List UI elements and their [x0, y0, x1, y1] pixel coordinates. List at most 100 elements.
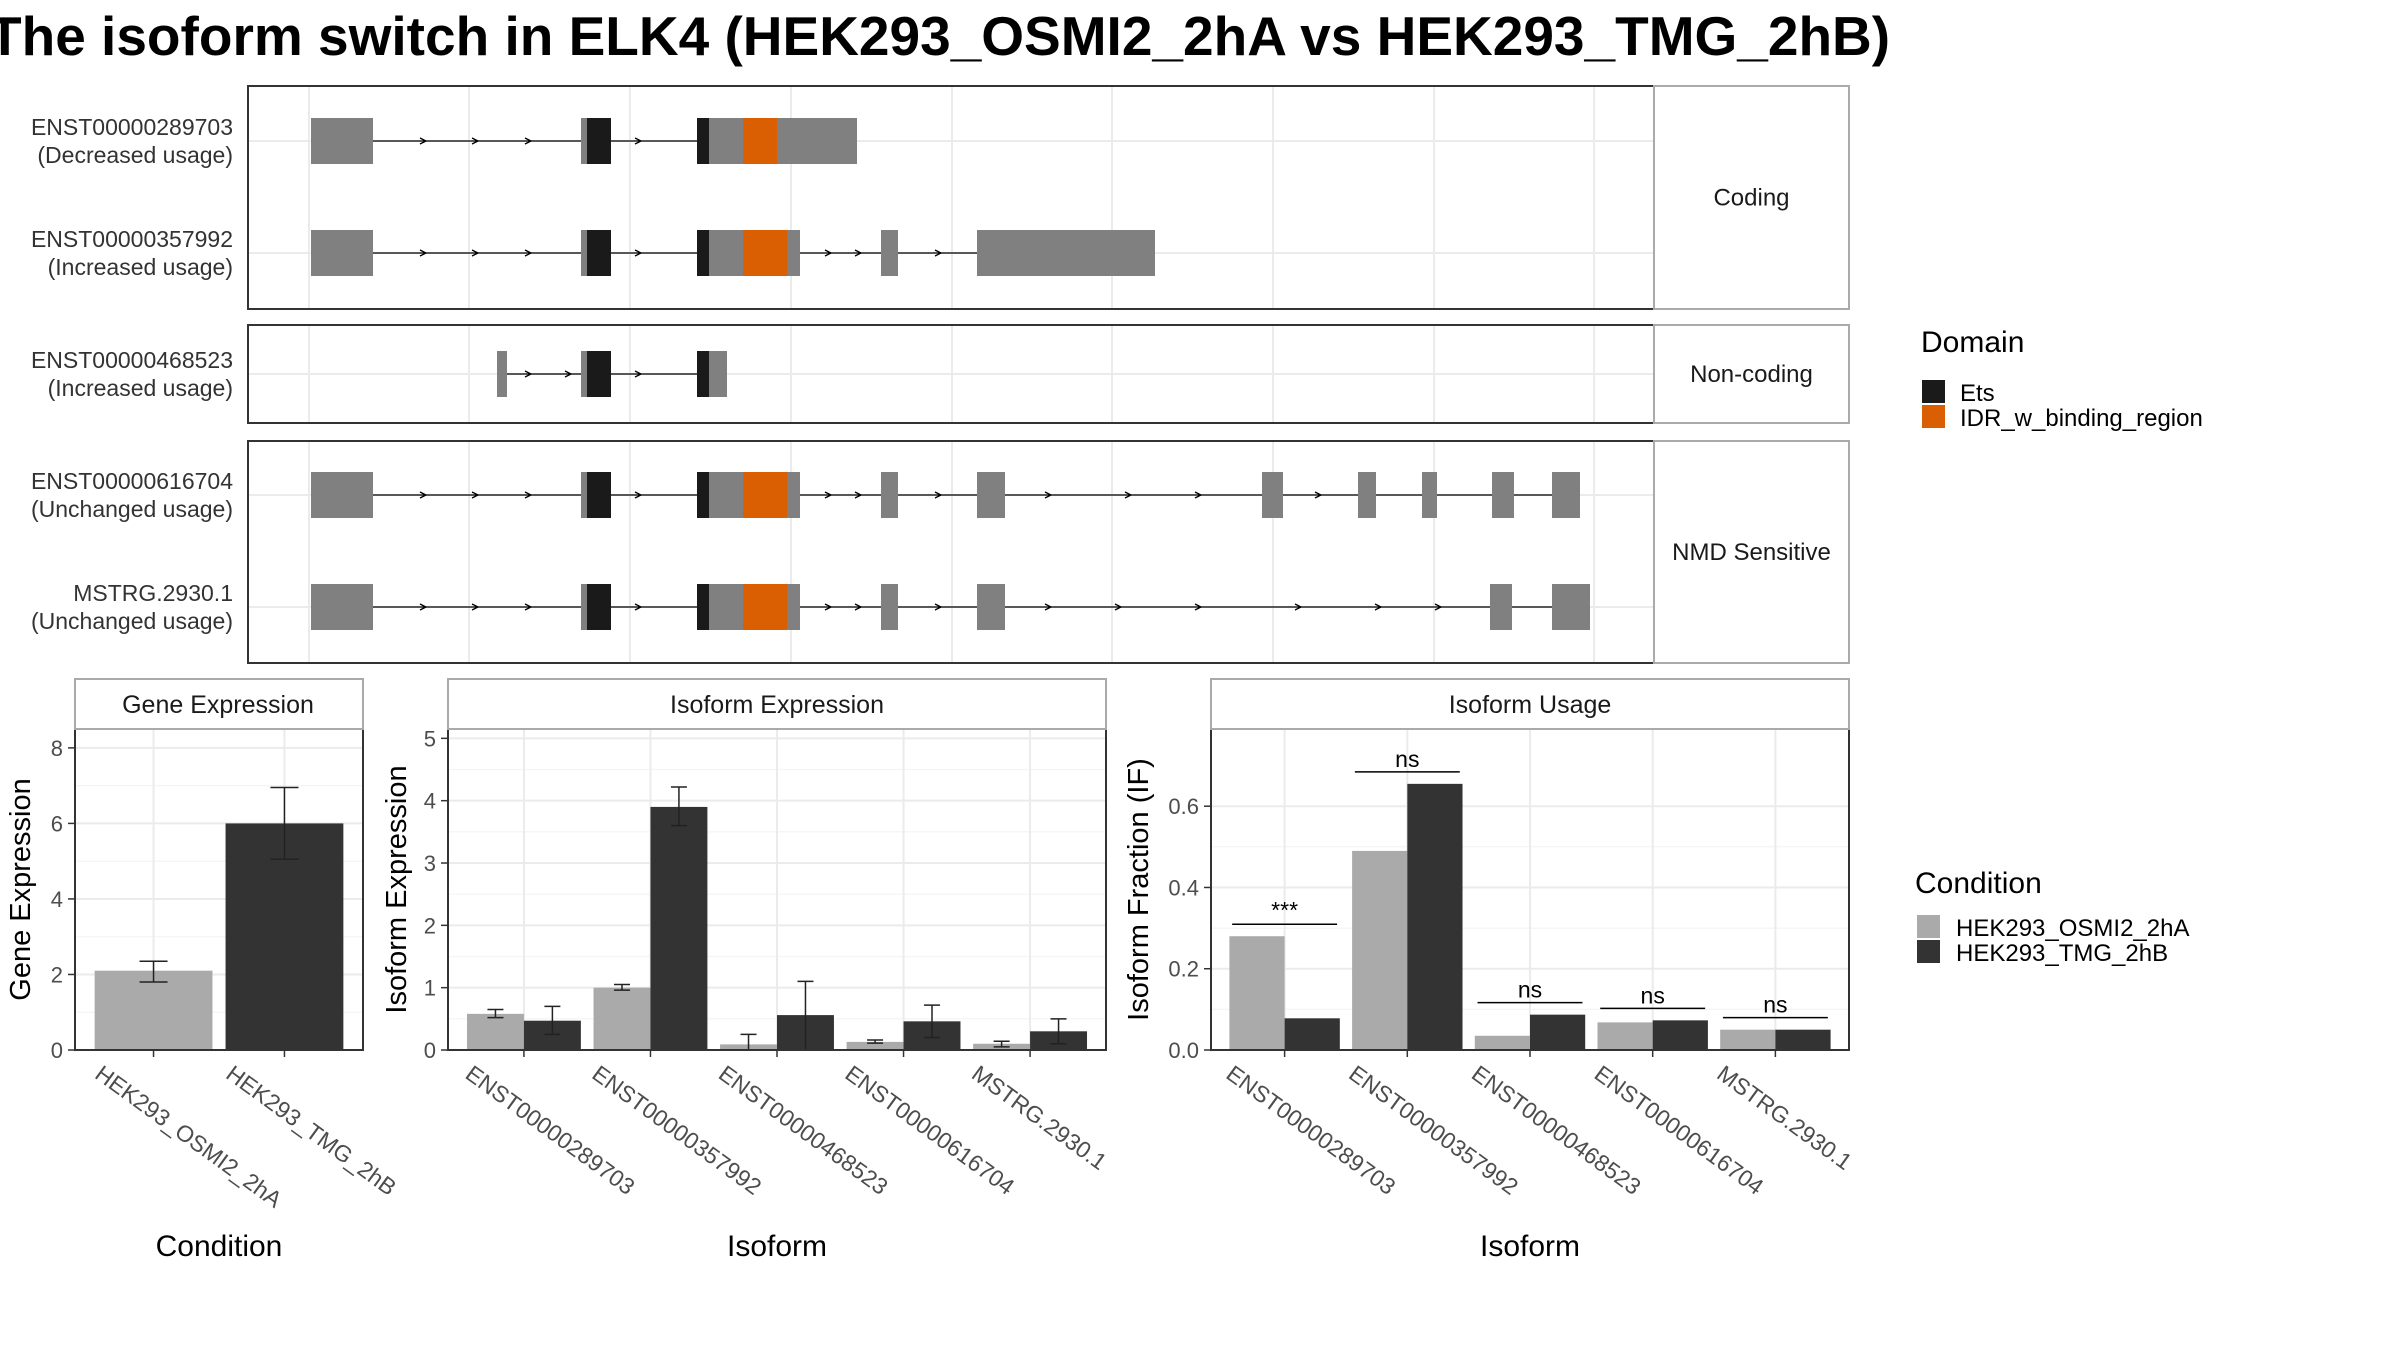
chart-strip	[447, 678, 1107, 730]
exon	[1552, 472, 1580, 518]
bar	[1530, 1014, 1586, 1050]
condition-legend-key-1	[1917, 915, 1940, 938]
chart-strip	[1210, 678, 1850, 730]
ets-domain	[697, 584, 709, 630]
idr-domain	[743, 472, 787, 518]
exon	[992, 472, 1005, 518]
x-axis-title: Isoform	[727, 1230, 827, 1263]
idr-domain	[743, 584, 787, 630]
ets-domain	[587, 230, 611, 276]
y-tick-label: 5	[424, 726, 436, 751]
condition-legend-label-2: HEK293_TMG_2hB	[1956, 940, 2168, 967]
intron-arrow	[634, 603, 643, 611]
exon	[1490, 584, 1512, 630]
exon	[787, 230, 800, 276]
chart-title: Gene Expression	[122, 691, 314, 719]
exon	[787, 472, 800, 518]
isoform-structure-plot: ENST00000289703(Decreased usage) ENST0000…	[31, 85, 1850, 664]
isoform-usage-label: (Decreased usage)	[37, 142, 233, 168]
exon	[817, 118, 857, 164]
condition-legend-key-2	[1917, 940, 1940, 963]
intron-arrow	[524, 603, 533, 611]
domain-legend: Domain Ets IDR_w_binding_region	[1921, 326, 2203, 432]
isoform-usage-label: (Increased usage)	[48, 375, 233, 401]
idr-domain	[743, 118, 777, 164]
intron-arrow	[634, 370, 643, 378]
bar	[466, 1013, 524, 1050]
y-tick-label: 8	[51, 736, 63, 761]
y-tick-label: 2	[424, 913, 436, 938]
chart-strip	[74, 678, 364, 730]
y-tick-label: 4	[424, 789, 436, 814]
exon	[581, 118, 587, 164]
x-axis-title: Isoform	[1480, 1230, 1580, 1263]
intron-arrow	[471, 491, 480, 499]
exon	[992, 230, 1155, 276]
intron-arrow	[934, 491, 943, 499]
bar	[1775, 1029, 1831, 1050]
bar	[1284, 1018, 1340, 1050]
exon	[1492, 472, 1514, 518]
exon	[311, 472, 373, 518]
domain-legend-key-ets	[1922, 380, 1945, 403]
bar	[1720, 1029, 1776, 1050]
exon	[977, 230, 992, 276]
intron-arrow	[471, 249, 480, 257]
domain-legend-label-ets: Ets	[1960, 380, 1995, 407]
y-tick-label: 2	[51, 962, 63, 987]
intron-arrow	[1124, 491, 1133, 499]
bar	[650, 806, 708, 1050]
intron-arrow	[854, 491, 863, 499]
exon	[777, 118, 817, 164]
exon	[977, 584, 992, 630]
intron-arrow	[471, 603, 480, 611]
y-tick-label: 0.0	[1168, 1038, 1199, 1063]
bar	[1597, 1022, 1653, 1050]
intron-arrow	[934, 249, 943, 257]
condition-legend-title: Condition	[1915, 867, 2042, 900]
exon	[581, 584, 587, 630]
intron-arrow	[1194, 603, 1203, 611]
condition-legend-label-1: HEK293_OSMI2_2hA	[1956, 915, 2189, 942]
domain-legend-label-idr: IDR_w_binding_region	[1960, 405, 2203, 432]
y-axis-title: Isoform Fraction (IF)	[1123, 758, 1155, 1021]
condition-legend: Condition HEK293_OSMI2_2hA HEK293_TMG_2h…	[1915, 867, 2189, 967]
intron-arrow	[419, 491, 428, 499]
intron-arrow	[634, 249, 643, 257]
facet-label: NMD Sensitive	[1672, 539, 1831, 566]
facet-strip	[1653, 440, 1850, 664]
exon	[1262, 472, 1283, 518]
bar	[225, 823, 344, 1050]
y-tick-label: 0.4	[1168, 875, 1199, 900]
chart-title: Isoform Usage	[1449, 691, 1612, 719]
exon	[581, 351, 587, 397]
exon	[581, 230, 587, 276]
significance-label: ns	[1518, 977, 1542, 1003]
intron-arrow	[824, 491, 833, 499]
bar	[593, 987, 651, 1050]
intron-arrow	[564, 370, 573, 378]
intron-arrow	[419, 137, 428, 145]
exon	[311, 584, 373, 630]
y-tick-label: 6	[51, 811, 63, 836]
exon	[581, 472, 587, 518]
isoform-id-label: ENST00000357992	[31, 226, 233, 252]
y-axis-title: Isoform Expression	[381, 765, 413, 1013]
ets-domain	[697, 472, 709, 518]
ets-domain	[697, 118, 709, 164]
intron-arrow	[524, 370, 533, 378]
chart-title: Isoform Expression	[670, 691, 884, 719]
isoform-usage-label: (Unchanged usage)	[31, 608, 233, 634]
y-tick-label: 0	[51, 1038, 63, 1063]
y-tick-label: 4	[51, 887, 63, 912]
intron-arrow	[634, 491, 643, 499]
exon	[881, 230, 898, 276]
intron-arrow	[854, 603, 863, 611]
intron-arrow	[1314, 491, 1323, 499]
bar	[1229, 936, 1285, 1050]
structure-facet: ENST00000616704(Unchanged usage)MSTRG.29…	[31, 440, 1850, 664]
domain-legend-title: Domain	[1921, 326, 2024, 359]
bar	[1474, 1035, 1530, 1050]
